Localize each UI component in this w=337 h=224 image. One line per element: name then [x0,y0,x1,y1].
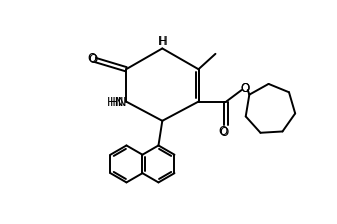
Text: O: O [241,82,250,95]
Text: H: H [158,35,167,48]
Text: HN: HN [110,96,127,109]
Text: O: O [88,52,97,65]
Text: O: O [218,125,228,138]
Text: H: H [159,35,167,48]
Text: O: O [219,126,228,139]
Text: HN: HN [106,96,124,109]
Text: O: O [240,82,249,95]
Text: O: O [88,53,98,66]
